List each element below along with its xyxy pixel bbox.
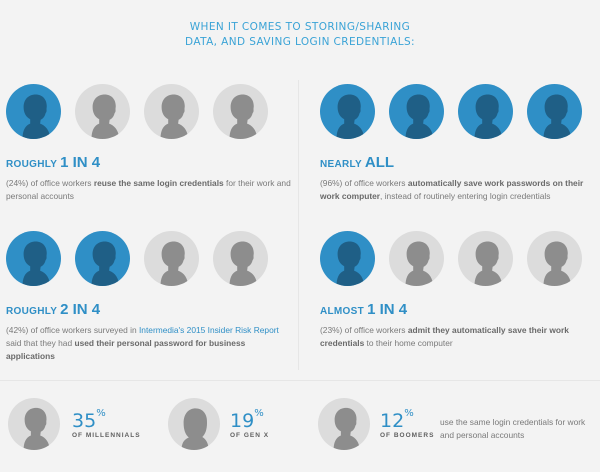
person-icon — [213, 231, 268, 286]
stat-description: (23%) of office workers admit they autom… — [320, 325, 569, 348]
person-icon-row — [320, 231, 595, 287]
stat-description: (96%) of office workers automatically sa… — [320, 178, 584, 201]
male-silhouette-icon — [8, 398, 60, 450]
person-highlighted-icon — [75, 231, 130, 286]
person-highlighted-icon — [6, 231, 61, 286]
person-highlighted-icon — [6, 84, 61, 139]
stat-heading: NEARLY All — [320, 154, 395, 171]
stat-heading: ROUGHLY 2 in 4 — [6, 301, 101, 318]
person-icon — [527, 231, 582, 286]
generation-percent: 35% — [72, 408, 106, 432]
stat-heading: ROUGHLY 1 in 4 — [6, 154, 101, 171]
header-line-2: DATA, AND SAVING LOGIN CREDENTIALS: — [185, 36, 415, 48]
person-icon — [75, 84, 130, 139]
person-highlighted-icon — [458, 84, 513, 139]
person-icon — [144, 231, 199, 286]
person-highlighted-icon — [320, 231, 375, 286]
generation-percent: 19% — [230, 408, 264, 432]
person-highlighted-icon — [389, 84, 444, 139]
female-silhouette-icon — [168, 398, 220, 450]
person-icon — [144, 84, 199, 139]
horizontal-divider — [0, 380, 600, 381]
person-highlighted-icon — [320, 84, 375, 139]
generation-label: OF GEN X — [230, 432, 270, 439]
stat-block-save-on-home-computer: ALMOST 1 in 4 (23%) of office workers ad… — [320, 231, 595, 350]
person-icon — [213, 84, 268, 139]
stat-block-reuse-credentials: ROUGHLY 1 in 4 (24%) of office workers r… — [6, 84, 296, 203]
generation-label: OF BOOMERS — [380, 432, 435, 439]
stat-description: (24%) of office workers reuse the same l… — [6, 178, 291, 201]
header-line-1: WHEN IT COMES TO STORING/SHARING — [189, 21, 411, 33]
person-highlighted-icon — [527, 84, 582, 139]
stat-block-personal-password-business: ROUGHLY 2 in 4 (42%) of office workers s… — [6, 231, 286, 363]
person-icon — [389, 231, 444, 286]
person-icon — [458, 231, 513, 286]
stat-description: (42%) of office workers surveyed in Inte… — [6, 325, 279, 361]
person-icon-row — [320, 84, 595, 140]
stat-block-save-work-passwords: NEARLY All (96%) of office workers autom… — [320, 84, 595, 203]
vertical-divider — [298, 80, 299, 370]
male-silhouette-icon — [318, 398, 370, 450]
page-header: WHEN IT COMES TO STORING/SHARING DATA, A… — [0, 20, 600, 50]
insider-risk-report-link[interactable]: Intermedia's 2015 Insider Risk Report — [138, 325, 279, 335]
stat-heading: ALMOST 1 in 4 — [320, 301, 408, 318]
generation-percent: 12% — [380, 408, 414, 432]
person-icon-row — [6, 84, 296, 140]
generation-label: OF MILLENNIALS — [72, 432, 141, 439]
person-icon-row — [6, 231, 286, 287]
generations-note: use the same login credentials for work … — [440, 417, 586, 440]
